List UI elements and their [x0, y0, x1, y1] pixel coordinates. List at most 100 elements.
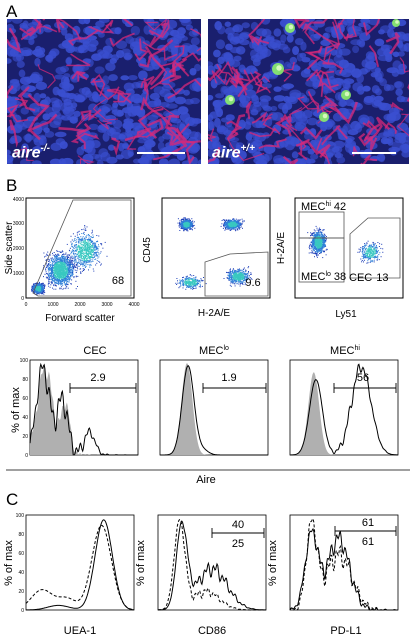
micrograph-aire-wt-image: [208, 19, 409, 164]
panel-c-histograms: % of max % of max % of max UEA-1 0 20 40…: [3, 513, 399, 637]
hist-cec-gate: [69, 383, 137, 393]
hist-cd86-frame: [157, 514, 267, 611]
hist-uea1-ytick-40: 40: [18, 570, 24, 576]
hist-mec-hi-aire: [290, 363, 398, 456]
plot-cd45-mhc-gate-value: 9.6: [245, 277, 260, 289]
hist-cec-ytick-80: 80: [22, 377, 28, 383]
scale-bar-left: [137, 152, 185, 154]
plot-fsc-ssc-xtick-3000: 3000: [101, 302, 112, 308]
hist-mec-lo-value: 1.9: [221, 372, 236, 384]
plot-fsc-ssc-xtick-2000: 2000: [74, 302, 85, 308]
hist-uea1-xlabel: UEA-1: [64, 625, 96, 637]
hist-pdl1-gate: [334, 526, 397, 536]
hist-mec-lo: MEClo 1.9: [159, 345, 269, 456]
hist-cec-ytick-60: 60: [22, 396, 28, 402]
hist-mec-hi-title: MEChi: [330, 345, 360, 357]
micrograph-aire-ko: aire-/-: [7, 19, 201, 164]
hist-mec-hi: MEChi 56: [289, 345, 399, 456]
aire-wt-superscript: +/+: [240, 143, 255, 154]
hist-pdl1-xlabel: PD-L1: [330, 625, 361, 637]
hist-mec-hi-value: 56: [357, 372, 369, 384]
plot-mhc-ly51-xlabel: Ly51: [335, 309, 357, 320]
hist-cd86-xlabel: CD86: [198, 625, 226, 637]
plot-fsc-ssc-gate-value: 68: [112, 275, 124, 287]
panel-b-histograms: % of max Aire CEC 2.9 0 20 40 60 80 100 …: [6, 345, 410, 485]
aire-hist-xlabel: Aire: [196, 474, 216, 485]
hist-mec-lo-title: MEClo: [199, 345, 229, 357]
aire-hist-ylabel: % of max: [10, 387, 22, 433]
hist-cd86-gate: [211, 528, 265, 538]
hist-cd86-value-bottom: 25: [232, 538, 244, 550]
hist-pdl1-dashed: [289, 517, 398, 611]
hist-cd86: 40 25 CD86: [157, 514, 267, 637]
hist-pdl1-frame: [289, 514, 399, 611]
plot-fsc-ssc-ytick-0: 0: [21, 296, 24, 302]
hist-uea1-frame: [25, 514, 135, 611]
hist-cd86-solid: [158, 520, 266, 611]
hist-cec-title: CEC: [83, 345, 106, 357]
hist-pdl1-value-top: 61: [362, 517, 374, 529]
micrograph-aire-wt-label: aire+/+: [212, 143, 255, 162]
plot-fsc-ssc-ytick-2000: 2000: [13, 246, 24, 252]
panel-c-ylabel-3: % of max: [267, 540, 279, 586]
scale-bar-right: [352, 152, 396, 154]
plot-cd45-mhc-density: [175, 217, 253, 290]
aire-ko-superscript: -/-: [40, 143, 50, 154]
gate-cec-label: CEC 13: [349, 272, 388, 284]
hist-cd86-value-top: 40: [232, 519, 244, 531]
hist-uea1-ytick-0: 0: [21, 608, 24, 614]
hist-uea1-solid: [26, 519, 135, 611]
hist-mec-hi-gate: [333, 383, 397, 393]
hist-uea1-ytick-20: 20: [18, 589, 24, 595]
hist-mec-lo-gate: [202, 383, 267, 393]
hist-cec-ytick-100: 100: [20, 358, 29, 364]
hist-cec-ytick-20: 20: [22, 434, 28, 440]
micrograph-aire-ko-image: [7, 19, 201, 164]
panel-b-letter: B: [6, 176, 18, 195]
hist-cec-aire: [29, 362, 138, 456]
plot-cd45-mhc-ylabel: CD45: [142, 237, 153, 263]
plot-fsc-ssc-xtick-1000: 1000: [47, 302, 58, 308]
plot-mhc-ly51-ylabel: H-2A/E: [276, 232, 287, 265]
gate-mec-lo: [298, 237, 345, 283]
plot-cd45-mhc-frame: [161, 197, 271, 299]
plot-fsc-ssc: 68 Side scatter Forward scatter 0 1000 2…: [4, 197, 140, 324]
hist-cec-ytick-40: 40: [22, 415, 28, 421]
hist-pdl1: 61 61 PD-L1: [289, 514, 399, 637]
hist-uea1-ytick-100: 100: [16, 513, 25, 519]
plot-fsc-ssc-xtick-0: 0: [25, 302, 28, 308]
plot-mhc-ly51-density: [307, 225, 384, 264]
hist-mec-lo-isotype: [160, 363, 268, 455]
hist-cec-yticks: 0 20 40 60 80 100: [20, 358, 29, 459]
gate-mec-hi-label: MEChi 42: [301, 201, 346, 213]
aire-ko-genotype: aire: [12, 144, 41, 162]
plot-fsc-ssc-ytick-4000: 4000: [13, 197, 24, 203]
hist-cec: CEC 2.9 0 20 40 60 80 100: [20, 345, 139, 459]
hist-uea1-ytick-60: 60: [18, 551, 24, 557]
plot-fsc-ssc-ytick-3000: 3000: [13, 221, 24, 227]
plot-mhc-ly51: MEChi 42 MEClo 38 CEC 13 H-2A/E Ly51: [276, 197, 404, 320]
plot-fsc-ssc-density: [31, 225, 108, 295]
panel-c-letter: C: [6, 490, 19, 509]
hist-cec-ytick-0: 0: [25, 453, 28, 459]
plot-cd45-mhc-xlabel: H-2A/E: [198, 308, 231, 319]
plot-fsc-ssc-xlabel: Forward scatter: [45, 313, 115, 324]
panel-c-ylabel-1: % of max: [3, 540, 15, 586]
panel-a-letter: A: [6, 2, 18, 21]
plot-cd45-mhc-gate: [204, 251, 269, 297]
hist-cd86-dashed: [157, 519, 266, 611]
aire-wt-genotype: aire: [212, 144, 241, 162]
hist-pdl1-value-bottom: 61: [362, 536, 374, 548]
micrograph-aire-wt: aire+/+: [208, 19, 409, 164]
hist-uea1-ytick-80: 80: [18, 532, 24, 538]
plot-fsc-ssc-ytick-1000: 1000: [13, 271, 24, 277]
panel-b-flow-plots: 68 Side scatter Forward scatter 0 1000 2…: [4, 197, 404, 324]
plot-fsc-ssc-gate: [32, 199, 132, 297]
hist-pdl1-solid: [289, 527, 398, 611]
hist-uea1: UEA-1 0 20 40 60 80 100: [16, 513, 135, 637]
gate-cec: [349, 217, 401, 279]
hist-cec-isotype: [30, 364, 138, 455]
panel-c-ylabel-2: % of max: [135, 540, 147, 586]
hist-mec-hi-isotype: [290, 372, 398, 455]
hist-uea1-yticks: 0 20 40 60 80 100: [16, 513, 25, 614]
